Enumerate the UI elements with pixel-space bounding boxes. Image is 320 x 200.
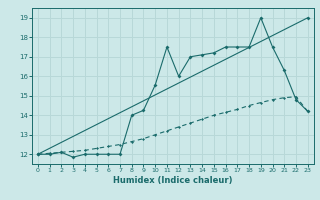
X-axis label: Humidex (Indice chaleur): Humidex (Indice chaleur) <box>113 176 233 185</box>
